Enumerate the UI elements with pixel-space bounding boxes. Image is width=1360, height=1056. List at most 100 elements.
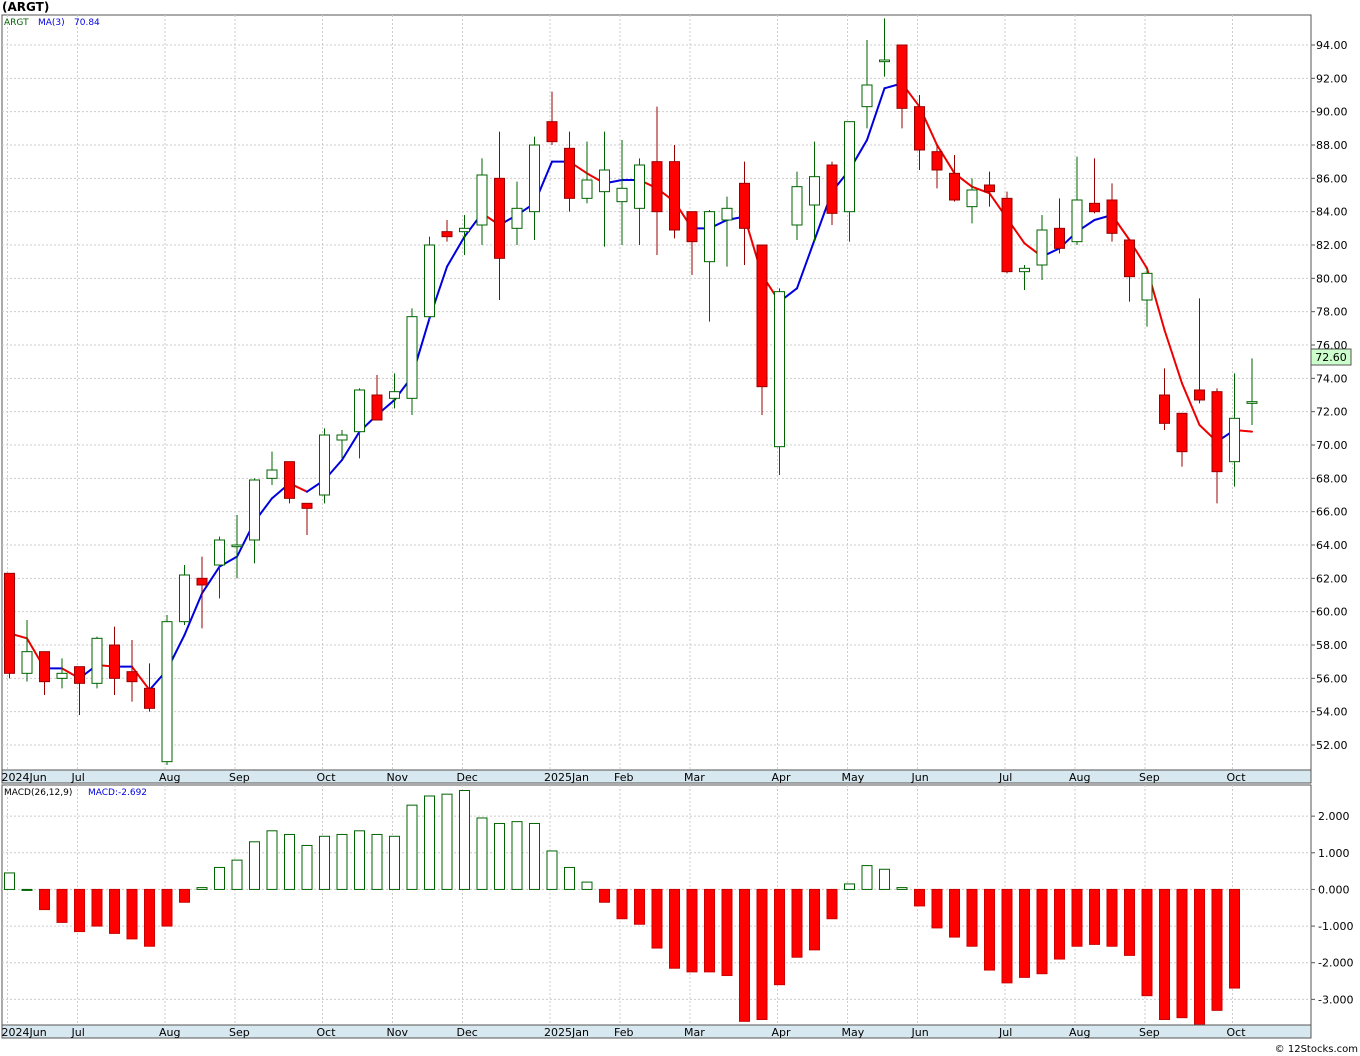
macd-bar	[161, 888, 173, 927]
macd-bar	[721, 888, 733, 977]
candle-body	[424, 244, 435, 318]
candle-body	[931, 151, 943, 171]
price-x-tick-label: Mar	[684, 771, 705, 784]
last-price-label: 72.60	[1315, 351, 1347, 364]
price-x-tick-label: May	[842, 771, 865, 784]
candle-body	[984, 184, 995, 193]
candle-body	[1194, 389, 1205, 401]
macd-bar	[756, 888, 768, 1021]
candle-body	[196, 577, 208, 586]
candle-body	[56, 672, 68, 679]
price-y-tick-label: 78.00	[1316, 306, 1348, 319]
macd-histogram	[4, 789, 1240, 1028]
macd-bar	[266, 830, 278, 890]
candle-body	[966, 189, 978, 208]
candle-body	[564, 147, 575, 199]
candle-body	[879, 59, 890, 63]
candle-body	[914, 106, 925, 151]
candle-body	[756, 244, 768, 388]
macd-x-axis: 2024Jun Jul Aug Sep Oct Nov Dec 2025Jan Feb Mar Ap…	[2, 1026, 1247, 1039]
chart-title: (ARGT)	[2, 0, 50, 14]
macd-x-tick-label: Apr	[772, 1026, 792, 1039]
macd-bar	[1159, 888, 1170, 1021]
price-y-tick-label: 72.00	[1316, 406, 1348, 419]
macd-legend-value: MACD:-2.692	[88, 788, 147, 798]
candle-body	[861, 84, 873, 108]
macd-x-tick-label: 2025Jan	[544, 1026, 589, 1039]
macd-bar	[441, 793, 453, 890]
macd-bar	[39, 888, 50, 911]
candle-body	[686, 211, 698, 243]
macd-bar	[844, 883, 855, 890]
candle-body	[634, 164, 645, 209]
price-grid	[2, 15, 1311, 770]
macd-x-tick-label: Aug	[1069, 1026, 1090, 1039]
macd-bar	[1141, 888, 1153, 997]
macd-x-tick-label: Jul	[71, 1026, 85, 1039]
price-y-tick-label: 66.00	[1316, 506, 1348, 519]
ma-segment	[446, 235, 466, 268]
candle-body	[1089, 202, 1100, 213]
price-y-tick-label: 52.00	[1316, 739, 1348, 752]
macd-bar	[634, 888, 645, 925]
price-x-tick-label: Apr	[772, 771, 792, 784]
candle-body	[39, 651, 50, 683]
candle-body	[651, 161, 663, 213]
macd-bar	[826, 888, 838, 920]
candle-body	[1054, 227, 1065, 249]
macd-bar	[511, 821, 523, 890]
macd-bar	[791, 888, 803, 958]
price-y-tick-label: 54.00	[1316, 706, 1348, 719]
candle-body	[529, 144, 540, 213]
price-y-tick-label: 94.00	[1316, 39, 1348, 52]
macd-y-tick-label: -1.000	[1318, 920, 1353, 933]
candle-body	[459, 227, 470, 233]
price-y-tick-label: 68.00	[1316, 472, 1348, 485]
price-x-tick-label: Dec	[457, 771, 478, 784]
macd-bar	[354, 830, 365, 890]
macd-bar	[231, 859, 243, 890]
macd-bar	[1176, 888, 1188, 1019]
macd-bar	[1019, 888, 1030, 978]
price-x-tick-label: Oct	[317, 771, 337, 784]
ma-segment	[131, 665, 151, 691]
macd-bar	[1089, 888, 1100, 945]
macd-bar	[1124, 888, 1135, 956]
macd-bar	[1194, 888, 1205, 1028]
ma-segment	[866, 87, 886, 141]
candle-body	[161, 621, 173, 763]
macd-x-axis-strip	[1, 1024, 1312, 1039]
candle-body	[739, 182, 750, 229]
legend-symbol: ARGT	[4, 18, 29, 28]
macd-bar	[214, 866, 225, 890]
macd-x-tick-label: Sep	[229, 1026, 250, 1039]
macd-x-tick-label: Feb	[614, 1026, 633, 1039]
candle-body	[669, 161, 680, 231]
macd-bar	[529, 822, 540, 890]
macd-x-tick-label: Sep	[1139, 1026, 1160, 1039]
macd-bar	[459, 789, 470, 890]
candle-body	[1019, 267, 1030, 273]
macd-y-tick-label: 1.000	[1318, 847, 1350, 860]
ma-segment	[971, 185, 991, 195]
macd-bar	[581, 881, 593, 890]
macd-y-tick-label: 2.000	[1318, 810, 1350, 823]
macd-bar	[599, 888, 610, 903]
macd-bar	[21, 888, 33, 891]
macd-bar	[389, 835, 400, 890]
price-y-tick-label: 82.00	[1316, 239, 1348, 252]
price-y-tick-label: 58.00	[1316, 639, 1348, 652]
price-x-tick-label: Oct	[1227, 771, 1247, 784]
candle-body	[791, 186, 803, 226]
ma-segment	[201, 565, 221, 595]
macd-bar	[1054, 888, 1065, 960]
macd-bar	[546, 850, 558, 890]
price-x-axis: 2024Jun Jul Aug Sep Oct Nov Dec 2025Jan Feb Mar Ap…	[2, 771, 1247, 784]
ma-segment	[183, 592, 203, 636]
macd-x-tick-label: 2024Jun	[2, 1026, 47, 1039]
macd-bar	[1211, 888, 1223, 1011]
macd-bar	[896, 887, 908, 890]
candle-body	[1141, 272, 1153, 301]
candle-body	[896, 44, 908, 109]
candle-body	[1211, 391, 1223, 473]
